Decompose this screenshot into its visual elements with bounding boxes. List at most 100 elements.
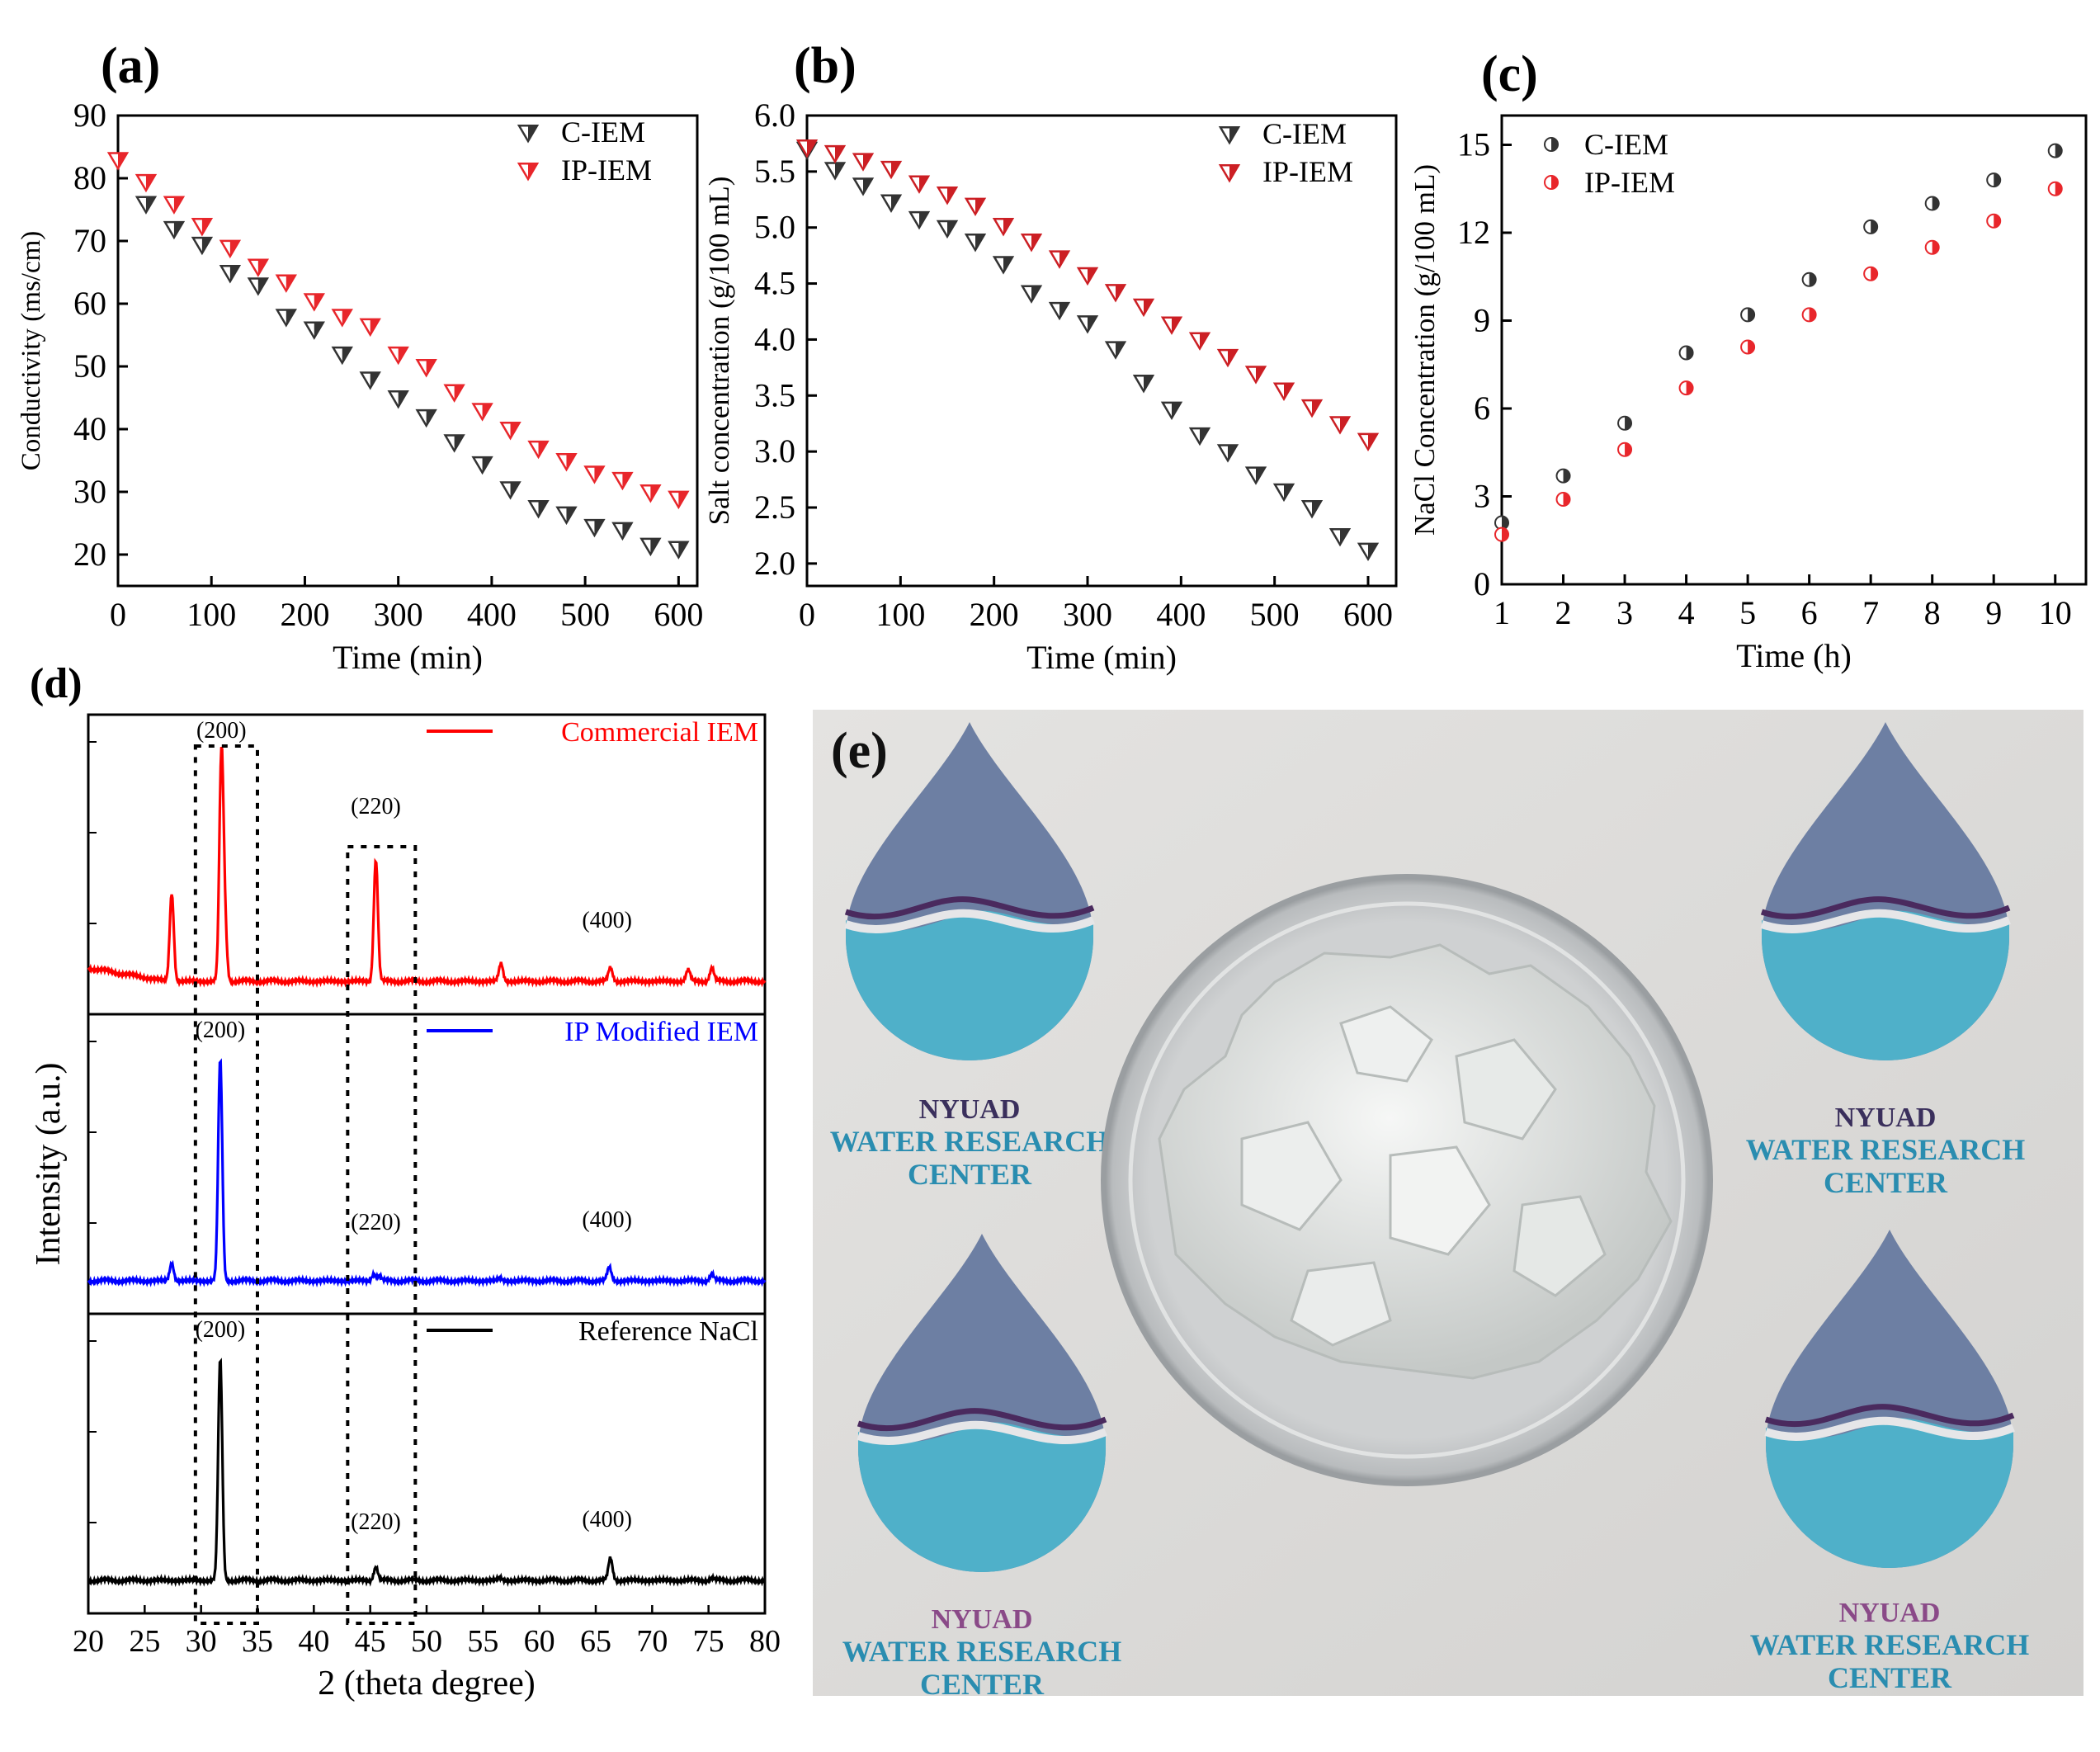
marker-fill: [145, 175, 155, 191]
data-point: [1132, 298, 1155, 318]
data-point: [247, 258, 270, 277]
marker-fill: [1228, 350, 1237, 366]
marker-fill: [566, 507, 576, 523]
marker-fill: [1563, 469, 1570, 483]
panel-label-c: (c): [1481, 46, 1538, 102]
marker-fill: [1256, 467, 1265, 484]
marker-fill: [482, 404, 492, 420]
legend-marker: [517, 125, 540, 144]
marker-fill: [528, 163, 537, 179]
marker-fill: [1368, 543, 1377, 560]
marker-fill: [2055, 144, 2062, 158]
data-point: [1328, 527, 1352, 547]
x-tick-label: 600: [1343, 596, 1393, 633]
x-tick-label: 0: [110, 596, 126, 633]
data-point: [936, 220, 959, 239]
data-point: [471, 403, 493, 422]
logo-subtitle-2: CENTER: [1824, 1166, 1948, 1199]
marker-fill: [891, 195, 900, 211]
data-point: [1863, 219, 1879, 234]
peak-annotation: (400): [582, 1507, 632, 1532]
marker-fill: [201, 238, 211, 253]
data-point: [134, 196, 158, 215]
data-point: [1076, 315, 1099, 334]
legend-label: Commercial IEM: [561, 717, 758, 748]
x-tick-label: 3: [1616, 594, 1633, 631]
x-tick-label: 0: [799, 596, 815, 633]
logo-name: NYUAD: [919, 1094, 1021, 1125]
data-point: [555, 506, 578, 526]
marker-fill: [1116, 285, 1125, 301]
marker-fill: [1625, 416, 1632, 430]
data-point: [1863, 266, 1879, 281]
marker-fill: [398, 347, 408, 363]
y-tick-label: 6.0: [754, 97, 795, 134]
marker-fill: [454, 385, 464, 401]
highlight-box: [193, 744, 259, 1625]
y-tick-label: 2.5: [754, 489, 795, 526]
legend-label: IP-IEM: [561, 153, 652, 187]
marker-fill: [1200, 333, 1209, 349]
data-point: [303, 293, 325, 312]
data-point: [387, 346, 409, 366]
y-axis-label: Conductivity (ms/cm): [17, 231, 46, 471]
x-axis-label: 2 (theta degree): [318, 1665, 536, 1702]
marker-fill: [863, 153, 872, 170]
marker-fill: [173, 222, 183, 238]
data-point: [1357, 542, 1380, 562]
logo-subtitle: WATER RESEARCH: [830, 1125, 1109, 1158]
x-axis-label: Time (min): [1026, 639, 1177, 676]
x-tick-label: 10: [2039, 594, 2072, 631]
marker-fill: [1229, 127, 1239, 143]
data-point: [1740, 307, 1756, 323]
y-tick-label: 40: [73, 410, 106, 447]
logo-subtitle-2: CENTER: [920, 1668, 1045, 1696]
x-tick-label: 35: [242, 1624, 273, 1659]
data-point: [247, 277, 270, 296]
x-tick-label: 1: [1494, 594, 1510, 631]
marker-fill: [678, 491, 688, 508]
data-point: [471, 456, 493, 475]
marker-fill: [538, 442, 548, 457]
data-point: [219, 239, 242, 259]
data-point: [303, 321, 325, 340]
logo-subtitle-2: CENTER: [908, 1158, 1032, 1191]
marker-fill: [1502, 527, 1508, 541]
marker-fill: [1031, 286, 1041, 302]
y-tick-label: 6: [1474, 390, 1490, 427]
peak-annotation: (400): [582, 908, 632, 933]
marker-fill: [257, 259, 267, 276]
data-point: [992, 256, 1015, 275]
marker-fill: [622, 473, 632, 489]
marker-fill: [314, 294, 323, 310]
data-point: [191, 218, 214, 237]
marker-fill: [510, 482, 520, 498]
peak-annotation: (200): [196, 718, 247, 744]
photo-panel-e: (e) NYUAD WATER RESEARCH CENTER NYUAD WA…: [813, 710, 2083, 1696]
data-point: [527, 440, 550, 460]
data-point: [1986, 213, 2002, 229]
data-point: [964, 197, 987, 217]
data-point: [1216, 348, 1239, 368]
x-tick-label: 75: [693, 1624, 724, 1659]
data-point: [191, 236, 214, 256]
data-point: [1188, 332, 1211, 351]
y-tick-label: 90: [73, 97, 106, 134]
data-point: [880, 160, 903, 180]
data-point: [1617, 442, 1633, 457]
marker-fill: [807, 140, 816, 156]
data-point: [106, 152, 130, 171]
marker-fill: [398, 391, 408, 407]
data-point: [415, 408, 437, 428]
data-point: [1300, 500, 1324, 519]
data-point: [1740, 339, 1756, 355]
data-point: [1160, 401, 1183, 421]
marker-fill: [1563, 493, 1570, 507]
data-point: [1132, 375, 1155, 394]
data-point: [499, 481, 521, 500]
marker-fill: [1932, 240, 1939, 254]
panel-label-a: (a): [101, 38, 160, 94]
logo-subtitle: WATER RESEARCH: [1750, 1628, 2029, 1661]
marker-fill: [622, 522, 632, 539]
